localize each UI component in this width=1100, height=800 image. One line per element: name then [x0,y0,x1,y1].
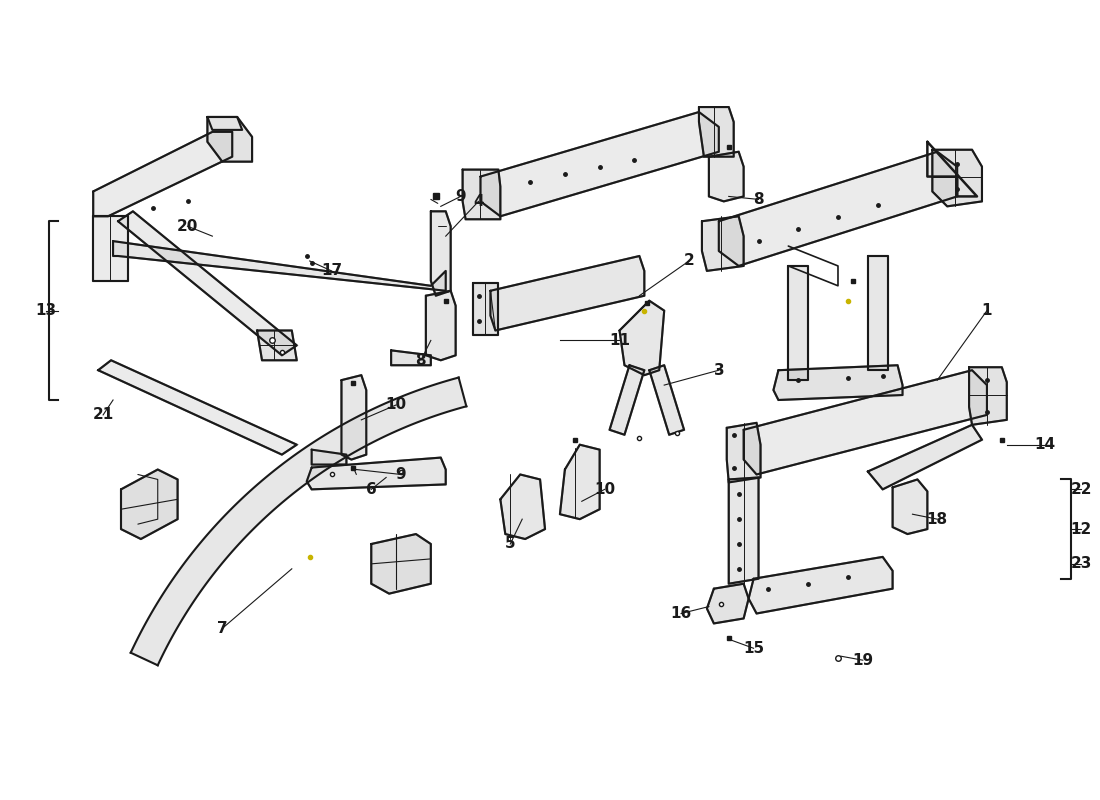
Polygon shape [431,211,451,296]
Text: 2: 2 [684,254,694,269]
Text: 15: 15 [742,641,764,656]
Polygon shape [491,256,645,330]
Polygon shape [372,534,431,594]
Polygon shape [257,330,297,360]
Text: 4: 4 [473,194,484,209]
Polygon shape [718,152,957,266]
Polygon shape [481,112,718,216]
Text: 14: 14 [1034,437,1055,452]
Polygon shape [463,170,500,219]
Polygon shape [121,470,177,539]
Text: 5: 5 [505,537,516,551]
Text: 10: 10 [385,398,407,413]
Polygon shape [473,283,498,335]
Polygon shape [789,266,808,380]
Polygon shape [868,425,982,490]
Polygon shape [868,256,888,370]
Polygon shape [708,152,744,202]
Polygon shape [560,445,600,519]
Text: 10: 10 [594,482,615,497]
Polygon shape [208,117,252,162]
Text: 18: 18 [926,512,948,526]
Polygon shape [131,378,466,666]
Text: 3: 3 [714,362,724,378]
Text: 12: 12 [1070,522,1092,537]
Text: 20: 20 [177,218,198,234]
Polygon shape [94,132,232,216]
Text: 11: 11 [609,333,630,348]
Text: 23: 23 [1070,556,1092,571]
Polygon shape [311,450,346,465]
Polygon shape [619,301,664,375]
Polygon shape [609,366,645,434]
Polygon shape [892,479,927,534]
Polygon shape [392,350,431,366]
Polygon shape [728,478,759,584]
Polygon shape [744,370,987,474]
Text: 22: 22 [1070,482,1092,497]
Polygon shape [118,211,297,355]
Polygon shape [649,366,684,434]
Text: 1: 1 [981,303,992,318]
Polygon shape [94,216,128,281]
Polygon shape [969,367,1006,425]
Text: 7: 7 [217,621,228,636]
Polygon shape [773,366,902,400]
Polygon shape [500,474,544,539]
Polygon shape [702,216,744,271]
Text: 17: 17 [321,263,342,278]
Text: 13: 13 [35,303,56,318]
Polygon shape [707,584,749,623]
Text: 16: 16 [671,606,692,621]
Text: 8: 8 [416,353,426,368]
Text: 9: 9 [396,467,406,482]
Text: 19: 19 [852,653,873,668]
Polygon shape [426,290,455,360]
Polygon shape [749,557,892,614]
Polygon shape [727,423,760,482]
Polygon shape [113,241,446,290]
Text: 9: 9 [455,189,466,204]
Text: 21: 21 [92,407,113,422]
Polygon shape [307,458,446,490]
Polygon shape [698,107,734,157]
Polygon shape [98,360,297,454]
Polygon shape [341,375,366,459]
Text: 6: 6 [366,482,376,497]
Polygon shape [933,150,982,206]
Text: 8: 8 [754,192,763,207]
